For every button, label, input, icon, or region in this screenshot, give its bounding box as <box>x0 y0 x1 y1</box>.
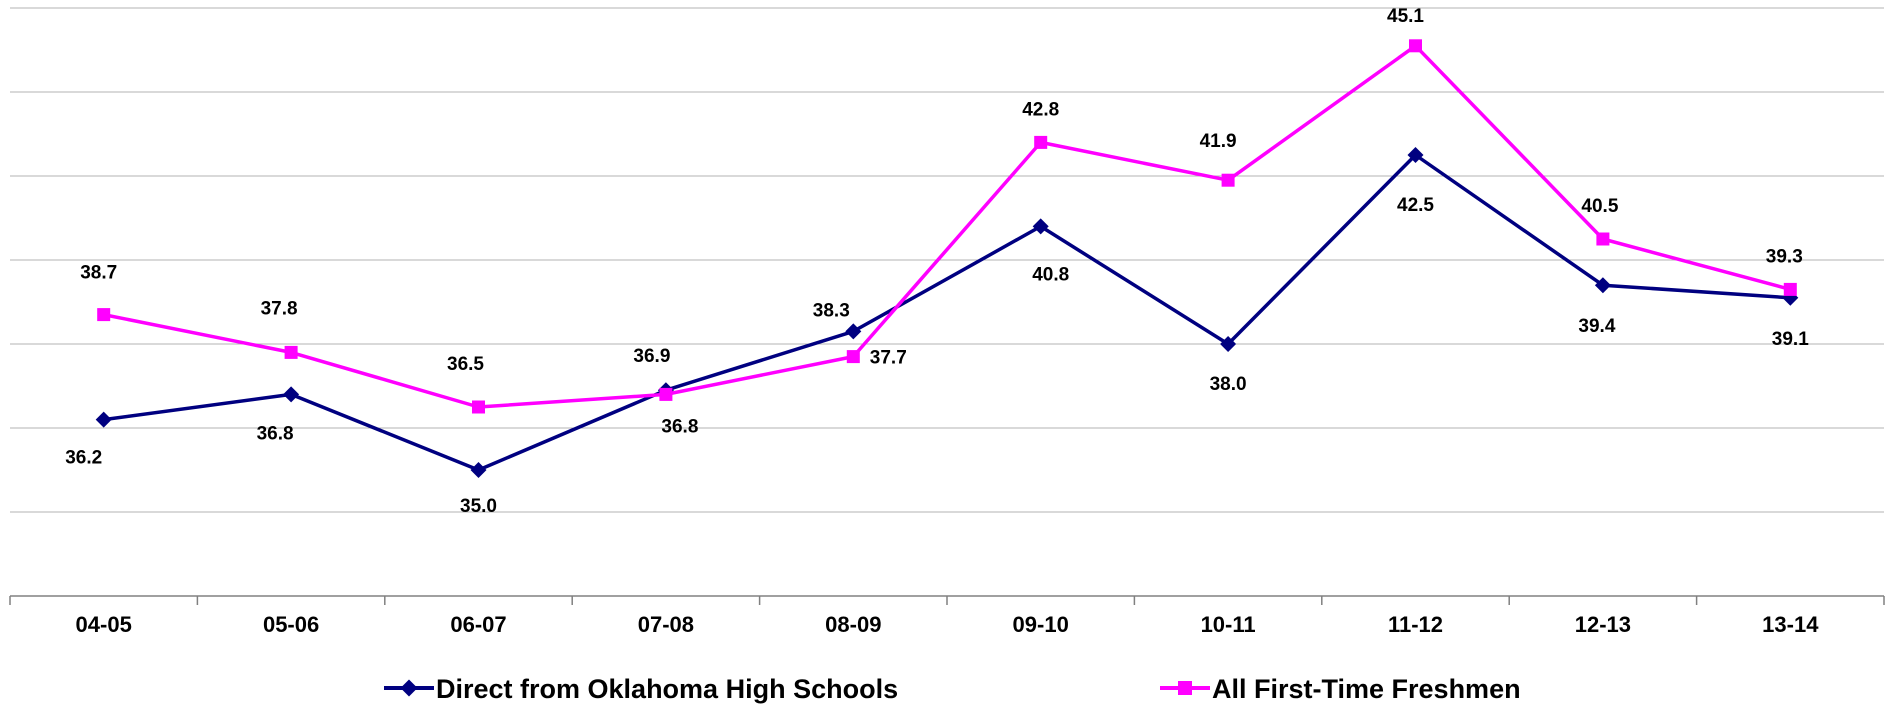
data-point <box>846 350 860 364</box>
data-label: 36.8 <box>257 423 294 444</box>
data-label: 45.1 <box>1387 6 1424 27</box>
data-label: 35.0 <box>460 496 497 517</box>
series <box>95 39 1799 478</box>
data-point <box>1221 173 1235 187</box>
x-tick-label: 05-06 <box>263 612 319 637</box>
data-point <box>1407 147 1424 163</box>
legend-marker <box>400 679 418 697</box>
x-tick-label: 07-08 <box>638 612 694 637</box>
x-tick-label: 04-05 <box>76 612 132 637</box>
data-label: 40.5 <box>1581 196 1618 217</box>
data-point <box>1594 277 1611 294</box>
data-label: 39.4 <box>1578 316 1615 337</box>
data-label: 38.3 <box>813 300 850 321</box>
data-label: 38.0 <box>1210 374 1247 395</box>
data-point <box>1409 39 1422 53</box>
data-label: 36.8 <box>661 416 698 437</box>
data-point <box>1783 282 1797 296</box>
data-label: 41.9 <box>1200 131 1237 152</box>
x-tick-label: 12-13 <box>1575 612 1631 637</box>
x-tick-label: 06-07 <box>450 612 506 637</box>
data-point <box>97 308 111 322</box>
data-labels: 36.2 36.8 35.0 36.9 38.3 40.8 38.0 42.5 39.4 39.1… <box>65 6 1809 517</box>
x-axis: 04-05 05-06 06-07 07-08 08-09 09-10 10-11 11-12… <box>9 595 1885 637</box>
data-point <box>1032 218 1049 235</box>
x-tick-label: 13-14 <box>1762 612 1819 637</box>
data-point <box>284 345 298 359</box>
data-point <box>283 386 300 403</box>
series-line <box>103 153 1791 472</box>
data-point <box>845 323 862 340</box>
data-point <box>95 411 112 428</box>
x-tick-label: 10-11 <box>1201 612 1256 637</box>
data-point <box>472 400 485 414</box>
data-label: 39.1 <box>1772 329 1809 350</box>
legend-marker <box>1178 681 1192 695</box>
data-point <box>659 387 673 401</box>
legend-label: All First-Time Freshmen <box>1212 674 1521 704</box>
x-tick-label: 08-09 <box>825 612 881 637</box>
data-label: 40.8 <box>1032 264 1069 285</box>
data-label: 37.8 <box>261 298 298 319</box>
data-label: 38.7 <box>80 263 117 284</box>
data-label: 42.8 <box>1022 99 1059 120</box>
legend-label: Direct from Oklahoma High Schools <box>436 674 898 704</box>
gridlines <box>10 7 1884 513</box>
x-tick-label: 09-10 <box>1013 612 1069 637</box>
data-label: 36.9 <box>633 346 670 367</box>
data-point <box>470 462 487 478</box>
legend: Direct from Oklahoma High Schools All Fir… <box>384 674 1521 704</box>
data-point <box>1596 232 1610 246</box>
data-label: 42.5 <box>1397 195 1434 216</box>
data-label: 36.2 <box>65 448 102 469</box>
data-label: 36.5 <box>447 354 484 375</box>
data-point <box>1034 135 1048 149</box>
data-point <box>1220 336 1237 352</box>
x-tick-label: 11-12 <box>1388 612 1443 637</box>
data-label: 39.3 <box>1766 246 1803 267</box>
data-label: 37.7 <box>870 348 907 369</box>
series-line <box>103 44 1791 409</box>
